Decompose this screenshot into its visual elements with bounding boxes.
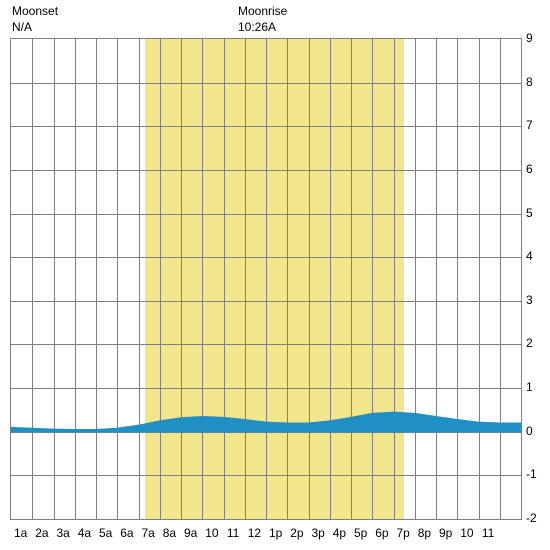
x-tick-label: 5a <box>96 526 116 540</box>
x-tick-label: 8p <box>414 526 434 540</box>
y-tick-label: 8 <box>526 75 546 89</box>
y-tick-label: 0 <box>526 424 546 438</box>
x-tick-label: 8a <box>159 526 179 540</box>
x-tick-label: 2a <box>32 526 52 540</box>
moonrise-block: Moonrise 10:26A <box>238 4 287 35</box>
moonset-label: Moonset <box>12 4 58 20</box>
plot-area <box>10 38 522 520</box>
x-tick-label: 7p <box>393 526 413 540</box>
y-tick-label: 9 <box>526 31 546 45</box>
y-tick-label: 7 <box>526 118 546 132</box>
x-tick-label: 5p <box>351 526 371 540</box>
daylight-band <box>145 39 404 519</box>
y-tick-label: 3 <box>526 293 546 307</box>
x-tick-label: 4p <box>329 526 349 540</box>
y-tick-label: 6 <box>526 162 546 176</box>
x-tick-label: 4a <box>74 526 94 540</box>
moonset-value: N/A <box>12 20 58 36</box>
x-tick-label: 1p <box>266 526 286 540</box>
x-tick-label: 12 <box>244 526 264 540</box>
x-tick-label: 10 <box>202 526 222 540</box>
x-tick-label: 9p <box>436 526 456 540</box>
x-tick-label: 6p <box>372 526 392 540</box>
y-tick-label: -1 <box>526 467 546 481</box>
moonrise-value: 10:26A <box>238 20 287 36</box>
y-tick-label: 4 <box>526 249 546 263</box>
x-tick-label: 6a <box>117 526 137 540</box>
x-tick-label: 1a <box>11 526 31 540</box>
x-tick-label: 2p <box>287 526 307 540</box>
moonset-block: Moonset N/A <box>12 4 58 35</box>
x-tick-label: 10 <box>457 526 477 540</box>
moonrise-label: Moonrise <box>238 4 287 20</box>
x-tick-label: 7a <box>138 526 158 540</box>
y-tick-label: -2 <box>526 511 546 525</box>
x-tick-label: 9a <box>181 526 201 540</box>
x-tick-label: 3p <box>308 526 328 540</box>
y-tick-label: 5 <box>526 206 546 220</box>
y-tick-label: 1 <box>526 380 546 394</box>
x-tick-label: 11 <box>223 526 243 540</box>
x-tick-label: 3a <box>53 526 73 540</box>
x-tick-label: 11 <box>478 526 498 540</box>
tide-chart: Moonset N/A Moonrise 10:26A -2-101234567… <box>0 0 550 550</box>
y-tick-label: 2 <box>526 336 546 350</box>
